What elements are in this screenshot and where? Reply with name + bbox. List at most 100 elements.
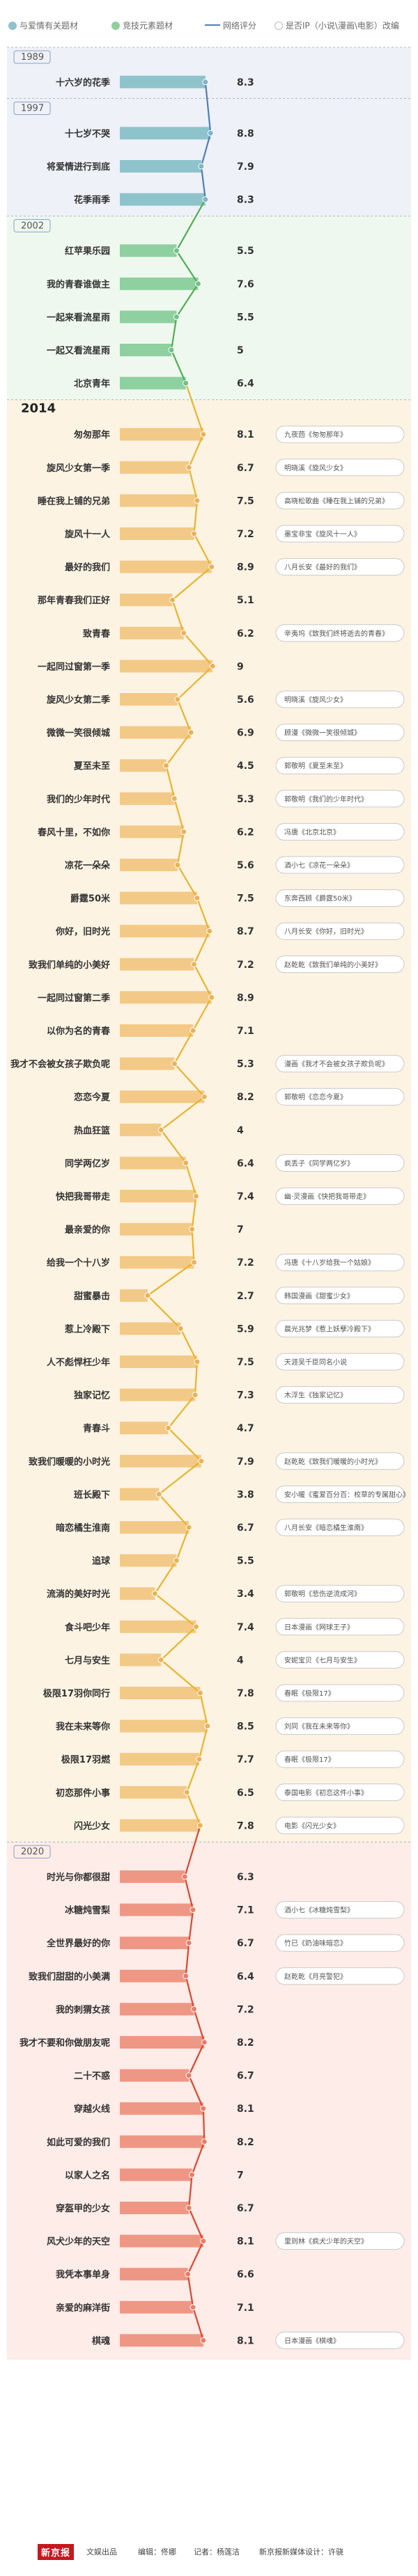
ip-source-label: 顾漫《微微一笑很倾城》 — [284, 729, 361, 738]
ip-source-pill — [275, 1584, 405, 1603]
ip-source-pill — [275, 889, 405, 907]
rating-line-segment — [193, 532, 212, 568]
ip-source-pill — [275, 690, 405, 708]
drama-title-label: 独家记忆 — [74, 1390, 110, 1401]
drama-title-label: 我们的少年时代 — [47, 794, 110, 805]
rating-line-segment — [188, 2074, 204, 2110]
rating-value-label: 4 — [237, 1125, 244, 1136]
footer-editor: 编辑：佟娜 — [138, 2547, 176, 2557]
period-year-box — [13, 1845, 51, 1859]
ip-source-label: 郭敬明《夏至未至》 — [284, 761, 347, 770]
rating-bar — [120, 2036, 205, 2049]
drama-title-label: 如此可爱的我们 — [47, 2137, 110, 2148]
rating-line-segment — [160, 1129, 187, 1164]
rating-value-label: 5.6 — [237, 694, 254, 706]
rating-bar — [120, 461, 189, 474]
rating-bar — [120, 957, 194, 971]
drama-title-label: 亲爱的麻洋街 — [56, 2303, 110, 2314]
ip-source-label: 木浮生《独家记忆》 — [284, 1391, 347, 1400]
rating-bar — [120, 2102, 203, 2115]
rating-value-label: 8.3 — [237, 195, 254, 206]
rating-line-segment — [183, 632, 214, 667]
ip-source-label: 明晓溪《旋风少女》 — [284, 463, 347, 472]
rating-value-label: 5.3 — [237, 1059, 254, 1070]
ip-source-pill — [275, 1055, 405, 1073]
rating-point — [193, 1623, 200, 1630]
rating-bar — [120, 1190, 196, 1202]
legend-school-label: 竞技元素题材 — [123, 21, 173, 31]
rating-line-segment — [185, 1942, 190, 1977]
rating-line-segment — [171, 566, 212, 601]
rating-value-label: 7 — [237, 2170, 244, 2181]
rating-value-label: 8.5 — [237, 1722, 254, 1733]
rating-point — [191, 530, 198, 537]
rating-line-segment — [192, 2306, 204, 2342]
drama-title-label: 甜蜜暴击 — [74, 1291, 110, 1302]
period-year-label: 1989 — [21, 52, 44, 63]
rating-line-segment — [146, 1262, 195, 1296]
rating-value-label: 7.6 — [237, 279, 254, 290]
rating-value-label: 3.8 — [237, 1489, 254, 1500]
rating-point — [194, 895, 201, 902]
period-year-box — [13, 102, 51, 116]
rating-point — [180, 828, 187, 835]
drama-title-label: 二十不惑 — [74, 2071, 110, 2082]
rating-point — [174, 861, 181, 868]
rating-value-label: 7.9 — [237, 161, 254, 173]
drama-title-label: 致青春 — [83, 628, 111, 639]
rating-value-label: 8.8 — [237, 128, 254, 139]
rating-line-segment — [180, 1328, 199, 1363]
drama-title-label: 睡在我上铺的兄弟 — [38, 495, 110, 507]
rating-bar — [120, 494, 197, 507]
ip-source-pill — [275, 856, 405, 874]
rating-value-label: 6.5 — [237, 1788, 254, 1799]
rating-value-label: 8.9 — [237, 562, 254, 573]
rating-value-label: 7.2 — [237, 529, 254, 540]
rating-bar — [120, 825, 184, 838]
rating-line-segment — [200, 132, 212, 168]
drama-title-label: 你好，旧时光 — [55, 926, 110, 937]
rating-value-label: 4.7 — [237, 1423, 254, 1434]
rating-bar — [120, 1223, 192, 1236]
ip-source-label: 赵乾乾《致我们暖暖的小时光》 — [284, 1457, 382, 1466]
rating-bar — [120, 1620, 196, 1633]
rating-value-label: 4 — [237, 1655, 244, 1666]
rating-value-label: 7.1 — [237, 2303, 254, 2314]
rating-bar — [120, 792, 175, 805]
rating-line-segment — [176, 283, 199, 318]
rating-bar — [120, 2334, 203, 2347]
rating-bar — [120, 1554, 177, 1567]
rating-bar — [120, 527, 194, 540]
rating-point — [189, 1226, 196, 1233]
drama-title-label: 穿盔甲的少女 — [56, 2203, 110, 2214]
rating-bar — [120, 1903, 194, 1916]
rating-value-label: 7.4 — [237, 1622, 254, 1633]
rating-value-label: 7.8 — [237, 1820, 254, 1831]
rating-bar — [120, 1454, 201, 1468]
rating-point — [206, 928, 213, 935]
rating-line-segment — [176, 864, 199, 899]
rating-value-label: 8.1 — [237, 2335, 254, 2346]
rating-point — [191, 2005, 198, 2012]
drama-title-label: 快把我哥带走 — [56, 1191, 111, 1202]
rating-value-label: 8.1 — [237, 429, 254, 440]
rating-line-segment — [173, 1029, 194, 1065]
rating-value-label: 6.4 — [237, 379, 254, 390]
rating-value-label: 6.4 — [237, 1971, 254, 1982]
rating-value-label: 8.1 — [237, 2104, 254, 2115]
ip-source-pill — [275, 2232, 405, 2250]
ip-source-pill — [275, 756, 405, 774]
rating-bar — [120, 344, 171, 356]
rating-bar — [120, 1322, 181, 1335]
rating-point — [189, 2171, 196, 2178]
rating-line-segment — [185, 382, 204, 436]
rating-point — [192, 1392, 199, 1399]
ip-source-pill — [275, 822, 405, 841]
drama-title-label: 最好的我们 — [65, 562, 110, 573]
ip-source-pill — [275, 1684, 405, 1702]
rating-line-segment — [191, 2140, 206, 2176]
ip-source-label: 安小暖《蜜爱百分百：校草的专属甜心》 — [284, 1490, 410, 1499]
rating-point — [200, 2337, 207, 2344]
drama-title-label: 我凭本事单身 — [56, 2269, 110, 2280]
drama-title-label: 旋风少女第二季 — [46, 694, 110, 706]
